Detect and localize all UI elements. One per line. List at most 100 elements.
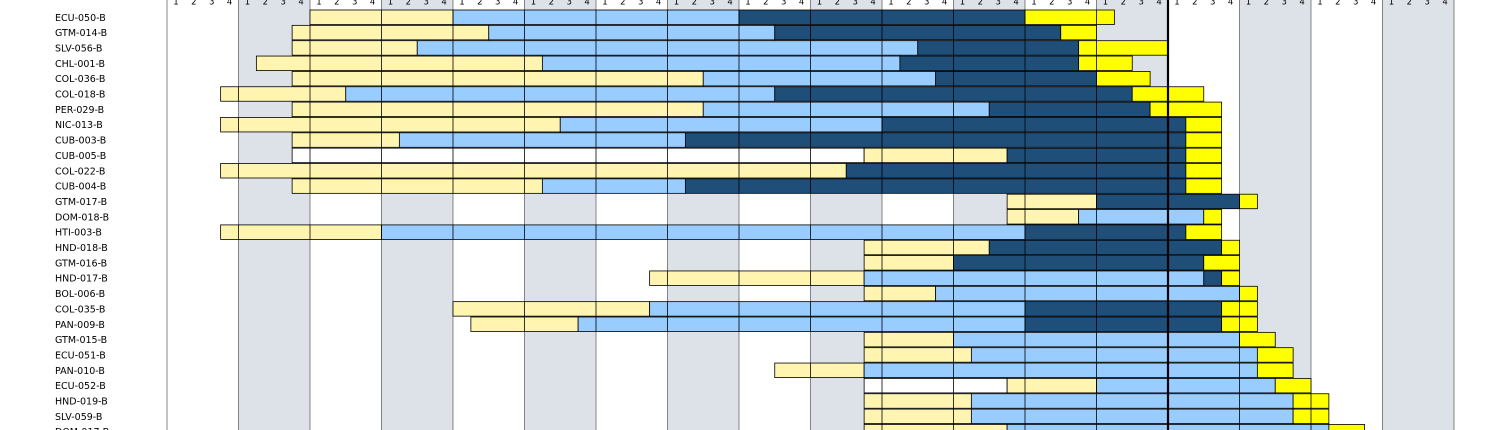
segment	[863, 347, 972, 363]
quarter-label: 4	[298, 0, 303, 8]
row-label: SLV-059-B	[55, 412, 102, 423]
row-label: CUB-005-B	[55, 151, 106, 162]
quarter-label: 1	[316, 0, 321, 8]
segment	[577, 316, 1026, 332]
quarter-label: 4	[942, 0, 947, 8]
segment	[452, 301, 651, 317]
segment	[863, 424, 1008, 430]
quarter-label: 3	[352, 0, 357, 8]
segment	[1239, 193, 1258, 210]
quarter-label: 4	[513, 0, 518, 8]
segment	[953, 255, 1205, 271]
quarter-label: 3	[495, 0, 500, 8]
segment	[1239, 331, 1276, 348]
segment	[1024, 9, 1115, 25]
quarter-label: 1	[674, 0, 679, 8]
segment	[255, 55, 543, 71]
row-label: HND-018-B	[55, 243, 108, 254]
quarter-label: 1	[388, 0, 393, 8]
quarter-label: 3	[1210, 0, 1215, 8]
quarter-label: 1	[602, 0, 607, 8]
row-label: GTM-015-B	[55, 335, 107, 346]
quarter-label: 1	[173, 0, 178, 8]
segment	[398, 132, 686, 148]
row-label: COL-035-B	[55, 304, 105, 315]
row-label: DOM-017-B	[55, 427, 109, 430]
segment	[988, 239, 1223, 256]
segment	[1060, 24, 1097, 41]
segment	[220, 117, 561, 133]
quarter-label: 1	[531, 0, 536, 8]
quarter-label: 2	[835, 0, 840, 8]
row-label: PAN-009-B	[55, 320, 105, 331]
quarter-label: 3	[566, 0, 571, 8]
quarter-label: 4	[1442, 0, 1447, 8]
quarter-label: 1	[888, 0, 893, 8]
segment	[649, 301, 1026, 317]
quarter-label: 4	[727, 0, 732, 8]
segment	[220, 224, 382, 240]
quarter-label: 4	[1013, 0, 1018, 8]
segment	[863, 362, 1258, 378]
segment	[1256, 347, 1294, 363]
row-label: DOM-018-B	[55, 212, 109, 223]
quarter-label: 4	[1299, 0, 1304, 8]
quarter-label: 1	[459, 0, 464, 8]
row-label: CUB-004-B	[55, 182, 106, 193]
segment	[1096, 377, 1276, 394]
row-label: SLV-056-B	[55, 43, 102, 54]
row-label: ECU-052-B	[55, 381, 106, 392]
segment	[1203, 270, 1223, 286]
row-label: CHL-001-B	[55, 59, 105, 70]
quarter-label: 4	[227, 0, 232, 8]
quarter-label: 3	[209, 0, 214, 8]
quarter-label: 2	[549, 0, 554, 8]
segment	[702, 71, 937, 87]
segment	[774, 362, 865, 378]
quarter-label: 4	[441, 0, 446, 8]
period-band	[167, 0, 239, 430]
quarter-label: 2	[1192, 0, 1197, 8]
quarter-label: 3	[1424, 0, 1429, 8]
row-label: ECU-050-B	[55, 13, 106, 24]
quarter-label: 2	[1049, 0, 1054, 8]
segment	[863, 331, 954, 348]
segment	[1203, 255, 1240, 271]
segment	[291, 40, 418, 56]
segment	[899, 55, 1080, 71]
segment	[1096, 71, 1151, 87]
quarter-label: 4	[799, 0, 804, 8]
segment	[1328, 424, 1366, 430]
segment	[970, 408, 1294, 425]
row-label: PER-029-B	[55, 105, 104, 116]
quarter-label: 1	[745, 0, 750, 8]
segment	[1149, 101, 1223, 117]
segment	[970, 393, 1294, 409]
quarter-label: 3	[1281, 0, 1286, 8]
segment	[863, 255, 954, 271]
segment	[917, 40, 1080, 56]
segment	[935, 285, 1240, 302]
segment	[291, 178, 543, 194]
segment	[291, 132, 400, 148]
segment	[1006, 193, 1097, 210]
segment	[1024, 301, 1223, 317]
quarter-label: 2	[763, 0, 768, 8]
segment	[559, 117, 883, 133]
segment	[1078, 209, 1205, 225]
segment	[881, 117, 1187, 133]
segment	[935, 71, 1097, 87]
segment	[970, 347, 1258, 363]
quarter-label: 2	[1407, 0, 1412, 8]
quarter-label: 2	[1264, 0, 1269, 8]
row-label: GTM-016-B	[55, 258, 107, 269]
period-band	[1311, 0, 1383, 430]
segment	[1024, 316, 1223, 332]
quarter-label: 4	[1371, 0, 1376, 8]
quarter-label: 2	[692, 0, 697, 8]
segment	[863, 377, 1008, 394]
quarter-label: 2	[406, 0, 411, 8]
quarter-label: 1	[1389, 0, 1394, 8]
quarter-label: 1	[1317, 0, 1322, 8]
quarter-label: 3	[781, 0, 786, 8]
